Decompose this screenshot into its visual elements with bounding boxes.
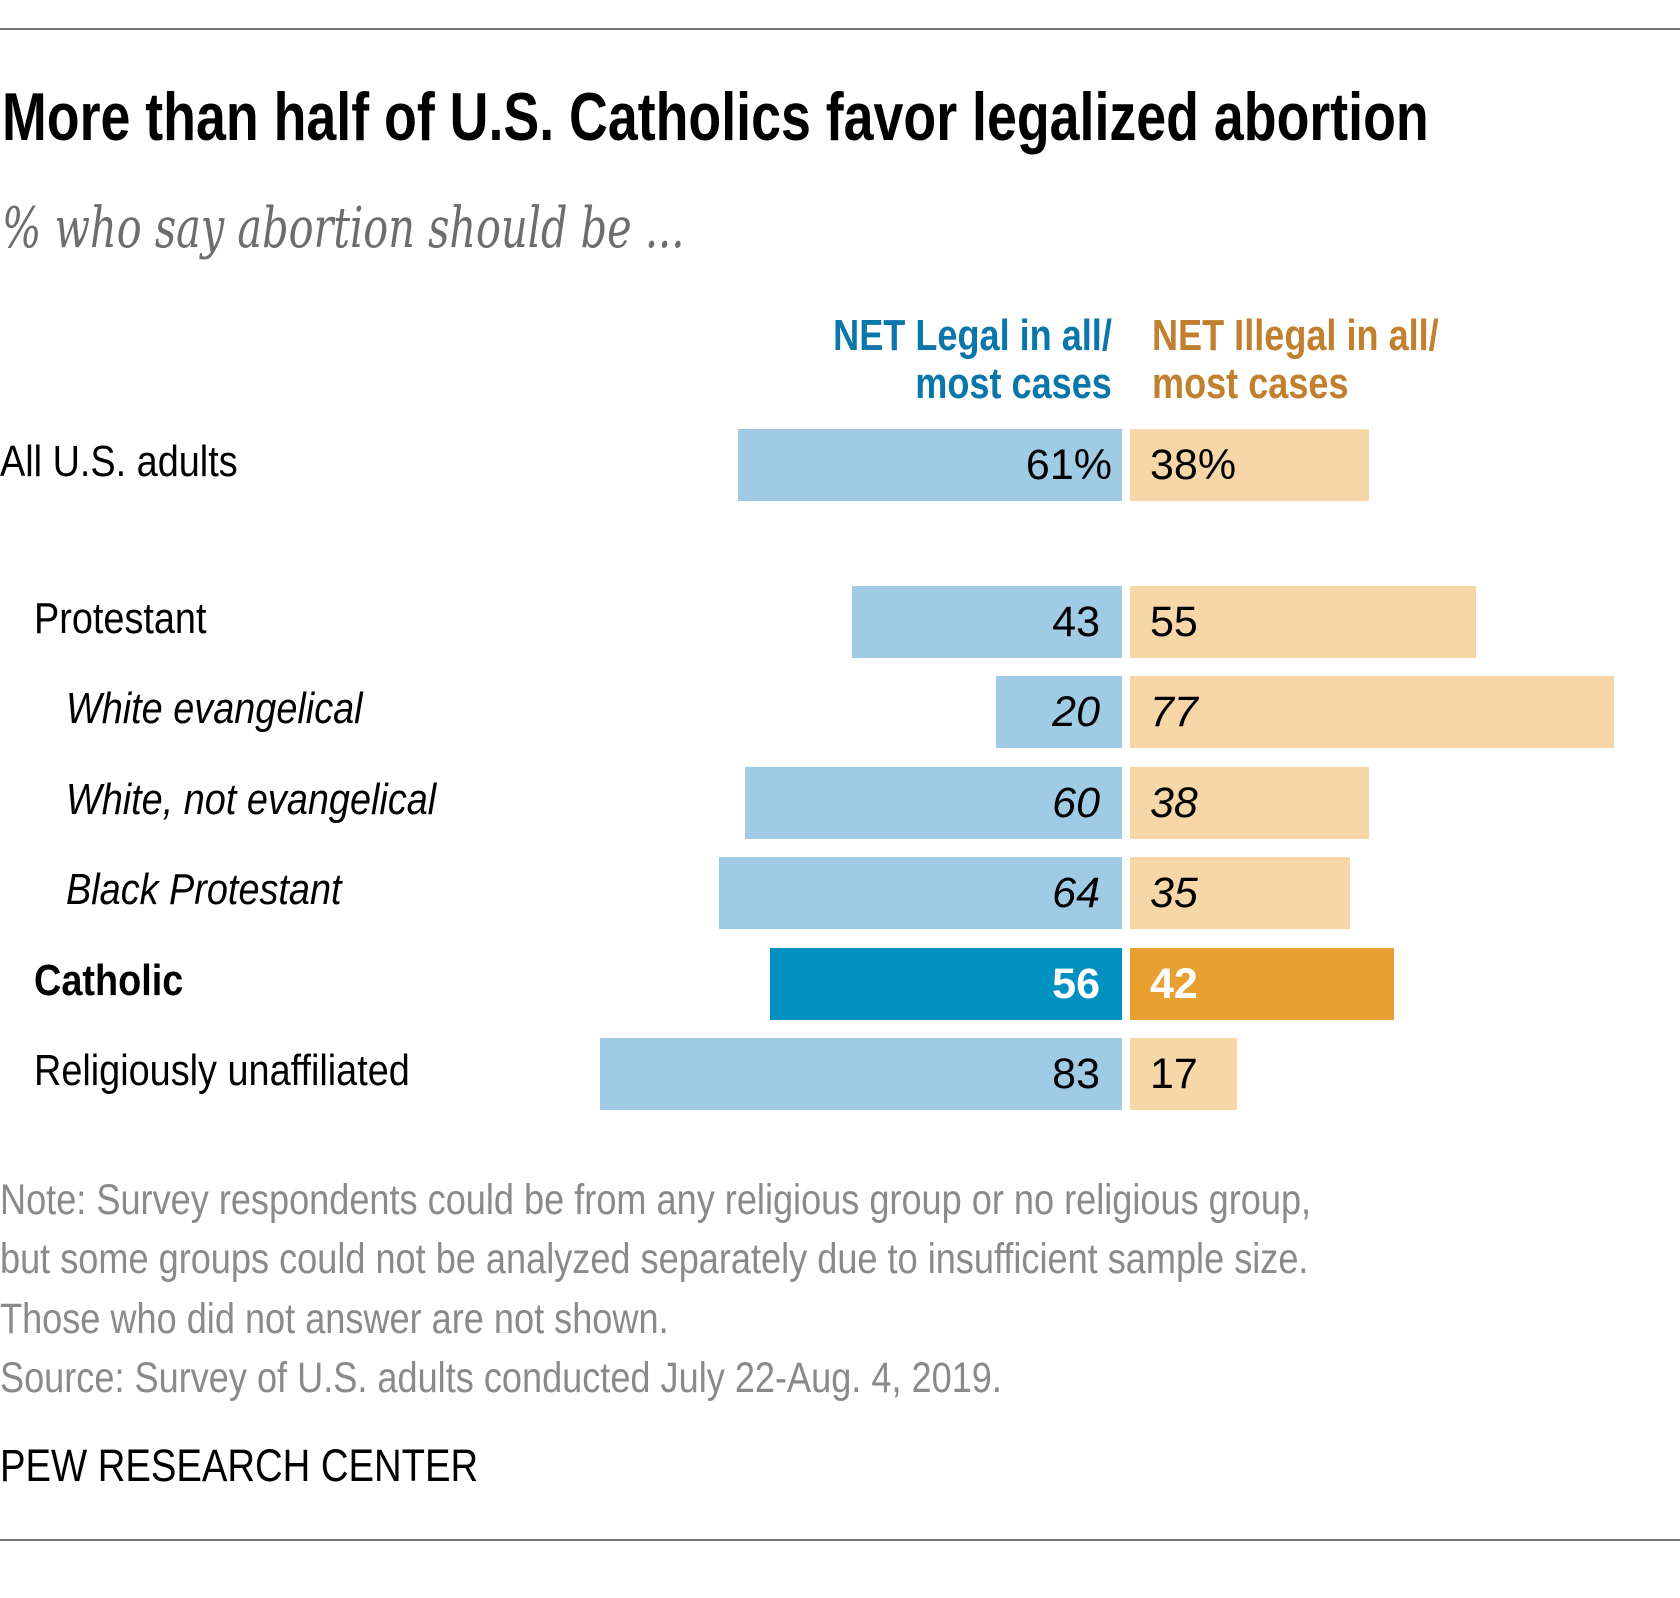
category-label: White, not evangelical — [66, 775, 437, 824]
value-label-legal: 20 — [1052, 688, 1100, 736]
note-line-1: Note: Survey respondents could be from a… — [0, 1176, 1312, 1224]
bar-legal — [744, 767, 1122, 839]
bar-illegal — [1130, 767, 1370, 839]
bar-legal — [996, 676, 1122, 748]
bar-illegal — [1130, 676, 1615, 748]
value-label-illegal: 77 — [1150, 688, 1198, 736]
value-label-legal: 83 — [1052, 1050, 1100, 1098]
legend-legal-line-2: most cases — [915, 359, 1112, 408]
bar-illegal — [1130, 857, 1351, 929]
value-label-illegal: 38% — [1150, 441, 1237, 489]
chart-title: More than half of U.S. Catholics favor l… — [2, 79, 1429, 155]
value-label-illegal: 42 — [1150, 960, 1198, 1008]
category-label: All U.S. adults — [0, 437, 238, 486]
category-label: White evangelical — [66, 684, 363, 733]
value-label-illegal: 35 — [1150, 869, 1198, 917]
category-label: Catholic — [34, 956, 184, 1005]
bar-illegal — [1130, 586, 1476, 658]
bar-legal — [769, 948, 1122, 1020]
value-label-legal: 64 — [1052, 869, 1100, 917]
bar-illegal — [1130, 948, 1395, 1020]
bottom-rule — [0, 1539, 1680, 1541]
brand-label: PEW RESEARCH CENTER — [0, 1440, 479, 1491]
value-label-illegal: 38 — [1150, 779, 1198, 827]
bar-legal — [599, 1038, 1122, 1110]
category-label: Black Protestant — [66, 865, 342, 914]
legend-illegal-header: NET Illegal in all/ most cases — [1152, 312, 1439, 408]
value-label-illegal: 17 — [1150, 1050, 1198, 1098]
value-label-legal: 61% — [1025, 441, 1112, 489]
legend-illegal-line-1: NET Illegal in all/ — [1152, 311, 1439, 360]
source-line: Source: Survey of U.S. adults conducted … — [0, 1354, 1002, 1402]
bar-legal — [738, 429, 1122, 501]
bar-legal — [719, 857, 1122, 929]
bar-illegal — [1130, 429, 1370, 501]
bar-illegal — [1130, 1038, 1237, 1110]
bar-legal — [851, 586, 1122, 658]
legend-illegal-line-2: most cases — [1152, 359, 1349, 408]
value-label-legal: 60 — [1052, 779, 1100, 827]
note-line-2: but some groups could not be analyzed se… — [0, 1235, 1309, 1283]
legend-legal-header: NET Legal in all/ most cases — [833, 312, 1112, 408]
value-label-illegal: 55 — [1150, 598, 1198, 646]
top-rule — [0, 28, 1680, 30]
note-line-3: Those who did not answer are not shown. — [0, 1295, 669, 1343]
value-label-legal: 43 — [1052, 598, 1100, 646]
category-label: Protestant — [34, 594, 207, 643]
value-label-legal: 56 — [1052, 960, 1100, 1008]
category-label: Religiously unaffiliated — [34, 1046, 410, 1095]
chart-subtitle: % who say abortion should be ... — [2, 196, 685, 261]
legend-legal-line-1: NET Legal in all/ — [833, 311, 1112, 360]
